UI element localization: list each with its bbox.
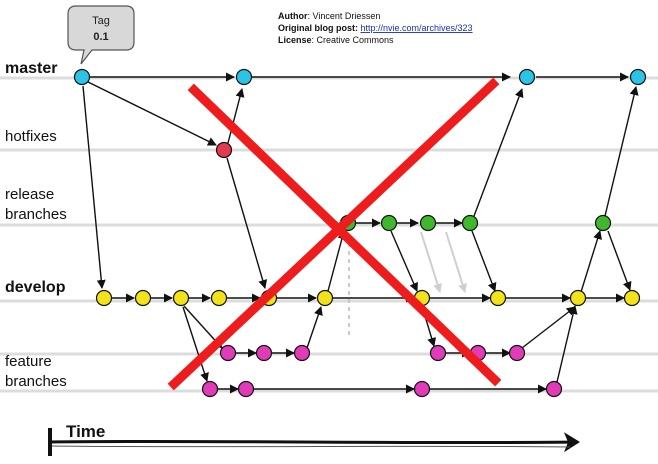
feature-commit[interactable] [219,344,237,362]
credit-blog-sep: : [355,23,361,33]
commits [73,68,647,398]
master-commit[interactable] [235,68,253,86]
time-axis-arrow [49,432,580,453]
edge [182,306,209,382]
red-cross-mark [167,77,502,391]
lane-label-hotfixes: hotfixes [5,128,57,145]
hotfix-commits [215,141,233,159]
credit-license: License: Creative Commons [278,35,394,45]
lane-label-release-1: release [5,186,54,203]
grey-arrows [420,231,467,293]
feature-commit[interactable] [293,344,311,362]
edge [327,230,347,292]
develop-commit[interactable] [210,289,228,307]
release-commits [339,214,612,232]
lane-labels: master hotfixes release branches develop… [5,60,67,390]
credit-blog: Original blog post: http://nvie.com/arch… [278,23,473,33]
edge [473,88,524,217]
feature-commit[interactable] [429,344,447,362]
cross-stroke-1 [187,83,502,387]
feature-commit[interactable] [237,380,255,398]
edge [471,230,497,292]
develop-commit[interactable] [623,289,641,307]
release-commit[interactable] [380,214,398,232]
tag-label: Tag [92,15,110,27]
credit-author-value: : Vincent Driessen [308,11,381,21]
edge [607,230,632,291]
tag-callout: Tag 0.1 [67,5,135,65]
lane-label-develop: develop [5,279,66,296]
develop-commit[interactable] [489,289,507,307]
develop-commits [95,289,641,307]
edge [580,230,602,293]
credit-author: Author: Vincent Driessen [278,11,380,21]
lane-label-feature-2: branches [5,373,67,390]
develop-commit[interactable] [134,289,152,307]
credit-author-label: Author [278,11,308,21]
time-label: Time [66,422,105,441]
hotfix-commit[interactable] [215,141,233,159]
lane-label-master: master [5,60,57,77]
edge [306,306,323,349]
tag-version: 0.1 [93,31,108,43]
feature-commit[interactable] [413,380,431,398]
release-commit[interactable] [594,214,612,232]
feature-commit[interactable] [508,344,526,362]
develop-commit[interactable] [172,289,190,307]
feature-commit[interactable] [201,380,219,398]
credit-license-label: License [278,35,312,45]
commit-edges [82,72,639,394]
develop-commit[interactable] [316,289,334,307]
master-commit[interactable] [518,68,536,86]
develop-commit[interactable] [95,289,113,307]
edge [227,88,245,144]
master-commit[interactable] [73,68,91,86]
credit-blog-link[interactable]: http://nvie.com/archives/323 [361,23,473,33]
feature-commit[interactable] [545,380,563,398]
lane-label-feature-1: feature [5,353,52,370]
edge [604,86,639,217]
release-commit[interactable] [461,214,479,232]
edge [390,230,418,292]
feature-commit[interactable] [255,344,273,362]
credits: Author: Vincent Driessen Original blog p… [278,11,473,45]
time-axis: Time [48,422,580,456]
edge [82,85,106,289]
grey-arrow-2 [445,231,467,293]
credit-blog-label: Original blog post [278,23,355,33]
cross-stroke-2 [167,77,500,391]
master-commits [73,68,647,86]
release-commit[interactable] [419,214,437,232]
edge [521,306,576,349]
credit-license-value: : Creative Commons [312,35,395,45]
edge [556,305,578,383]
develop-commit[interactable] [569,289,587,307]
time-axis-arrow-shade [51,445,571,448]
lane-label-release-2: branches [5,206,67,223]
master-commit[interactable] [629,68,647,86]
edge [226,157,268,289]
tag-bubble [67,5,135,65]
grey-arrow-1 [420,231,442,293]
edge [87,81,217,146]
